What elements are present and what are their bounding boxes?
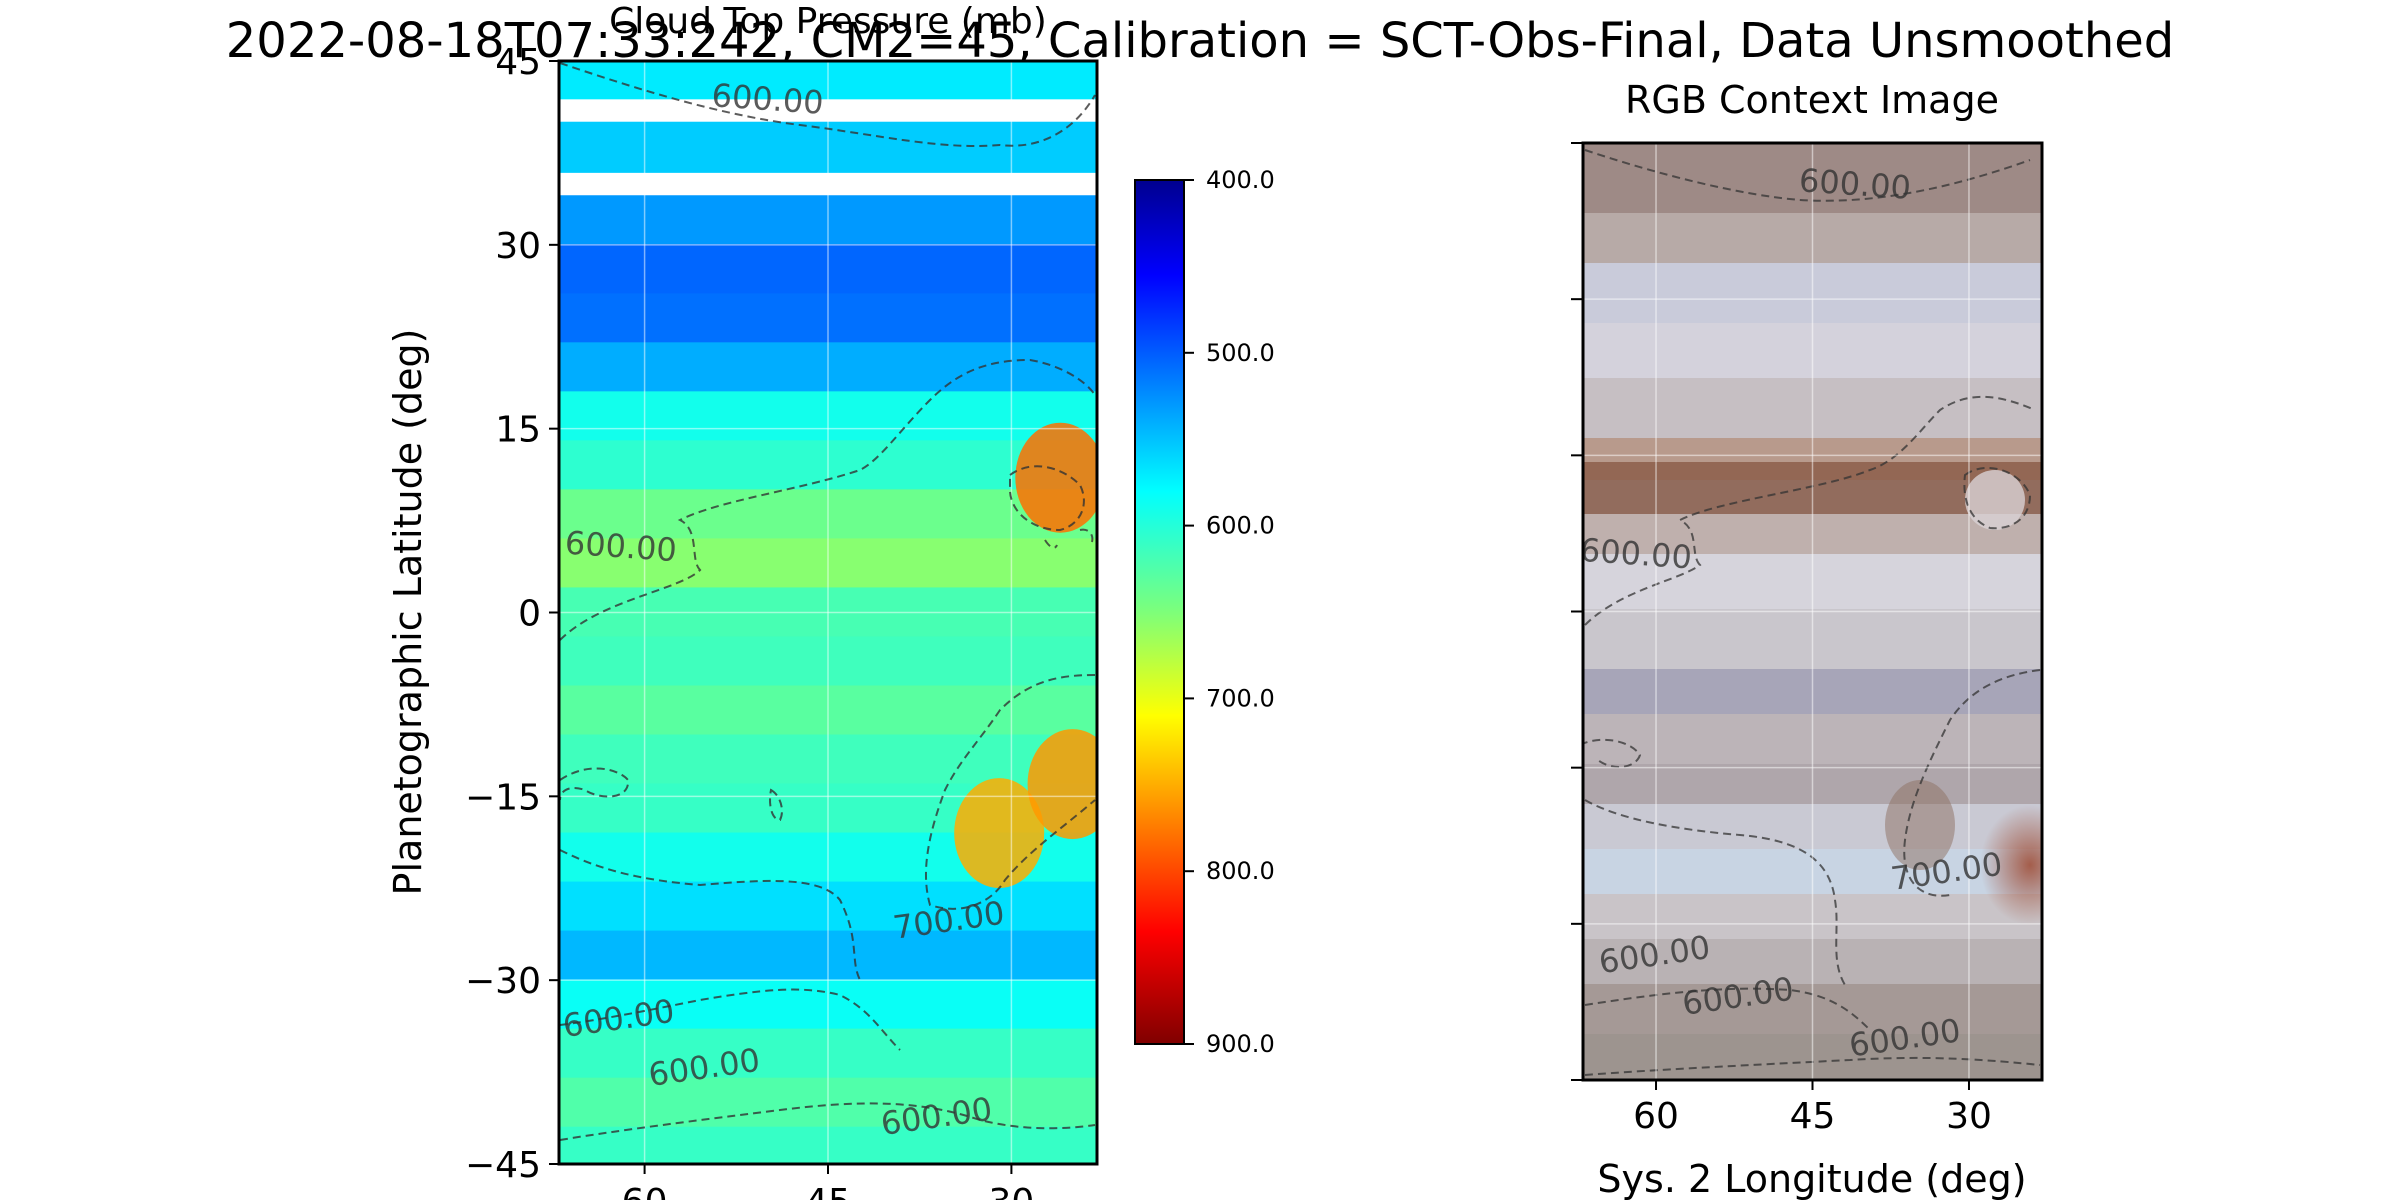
pressure-map-panel: Cloud Top Pressure (mb) 600.00600.00700.… xyxy=(386,1,1099,1200)
pressure-map-title: Cloud Top Pressure (mb) xyxy=(609,1,1047,42)
x-tick-label: 45 xyxy=(1790,1096,1836,1137)
pressure-y-axis-label: Planetographic Latitude (deg) xyxy=(386,329,430,896)
y-tick-label: −45 xyxy=(465,1145,541,1186)
heatmap-feature xyxy=(1027,729,1097,840)
rgb-x-axis-label: Sys. 2 Longitude (deg) xyxy=(1597,1157,2026,1200)
colorbar-tick-label: 900.0 xyxy=(1206,1030,1275,1058)
y-tick-label: 30 xyxy=(495,226,541,267)
y-tick-label: 0 xyxy=(518,594,541,635)
contour-label: 600.00 xyxy=(1579,531,1693,577)
rgb-y-ticks xyxy=(1571,142,1583,1081)
colorbar-ticks: 400.0 500.0 600.0 700.0 800.0 900.0 xyxy=(1184,166,1275,1058)
pressure-y-ticks: 45 30 15 0 −15 −30 −45 xyxy=(465,42,559,1186)
x-tick-label: 60 xyxy=(622,1182,668,1200)
x-tick-label: 30 xyxy=(1946,1096,1992,1137)
rgb-x-ticks: 60 45 30 xyxy=(1633,1080,1992,1137)
colorbar-tick-label: 600.0 xyxy=(1206,512,1275,540)
contour-label: 600.00 xyxy=(564,524,678,570)
contour-label: 600.00 xyxy=(710,76,824,122)
pressure-colorbar: 400.0 500.0 600.0 700.0 800.0 900.0 xyxy=(1134,166,1275,1058)
rgb-context-title: RGB Context Image xyxy=(1625,78,1999,122)
heatmap-feature xyxy=(1015,422,1097,533)
x-tick-label: 30 xyxy=(989,1182,1035,1200)
colorbar-gradient xyxy=(1134,179,1185,1045)
rgb-context-panel: RGB Context Image xyxy=(1571,78,2044,1200)
y-tick-label: −30 xyxy=(465,961,541,1002)
x-tick-label: 60 xyxy=(1633,1096,1679,1137)
colorbar-tick-label: 500.0 xyxy=(1206,339,1275,367)
pressure-x-ticks: 60 45 30 xyxy=(622,1164,1035,1200)
figure-title: 2022-08-18T07:33:242, CM2=45, Calibratio… xyxy=(226,13,2175,69)
colorbar-tick-label: 800.0 xyxy=(1206,857,1275,885)
y-tick-label: 15 xyxy=(495,410,541,451)
pressure-contours xyxy=(559,62,1096,1141)
colorbar-tick-label: 700.0 xyxy=(1206,684,1275,712)
colorbar-tick-label: 400.0 xyxy=(1206,166,1275,194)
y-tick-label: −15 xyxy=(465,777,541,818)
y-tick-label: 45 xyxy=(495,42,541,83)
contour-label: 600.00 xyxy=(1798,161,1912,207)
x-tick-label: 45 xyxy=(805,1182,851,1200)
